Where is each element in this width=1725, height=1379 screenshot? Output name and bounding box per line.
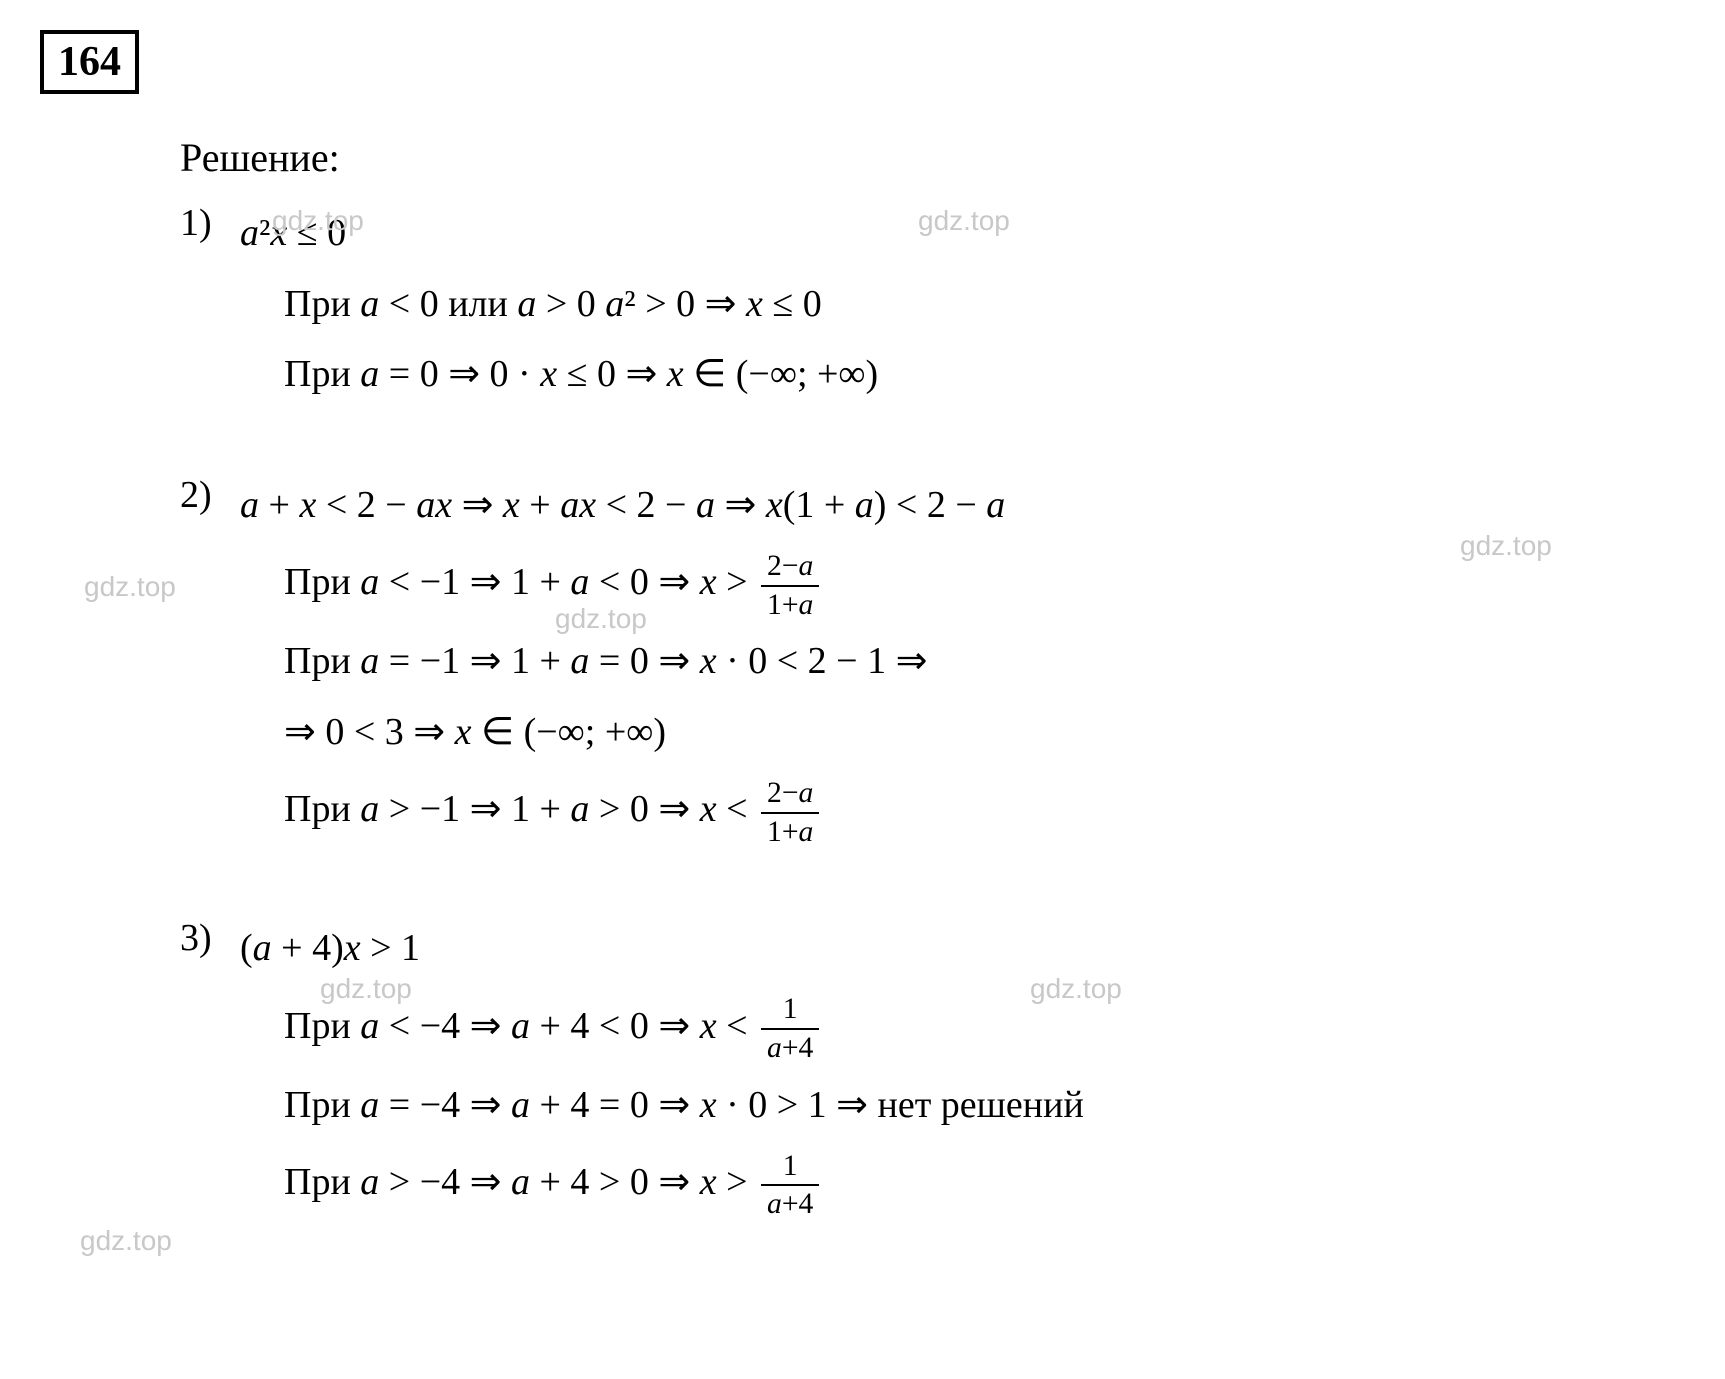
fraction: 2−a1+a [761,550,819,621]
fraction-denominator: 1+a [761,814,819,849]
problem-number-box: 164 [40,30,139,94]
math-line: При a = −1 ⇒ 1 + a = 0 ⇒ x · 0 < 2 − 1 ⇒ [240,629,1685,694]
item-body: (a + 4)x > 1При a < −4 ⇒ a + 4 < 0 ⇒ x <… [240,916,1685,1229]
solution-header: Решение: [180,134,1685,181]
problem-number: 164 [58,39,121,85]
item-number: 3) [180,916,240,960]
watermark-text: gdz.top [80,1225,172,1257]
fraction: 1a+4 [761,1150,819,1221]
math-line: При a < −4 ⇒ a + 4 < 0 ⇒ x < 1a+4 [240,987,1685,1067]
fraction-denominator: a+4 [761,1030,819,1065]
item-number: 1) [180,201,240,245]
fraction-numerator: 1 [761,993,819,1030]
fraction-denominator: a+4 [761,1186,819,1221]
fraction-numerator: 2−a [761,550,819,587]
fraction-denominator: 1+a [761,587,819,622]
fraction: 1a+4 [761,993,819,1064]
math-line: При a < 0 или a > 0 a² > 0 ⇒ x ≤ 0 [240,272,1685,337]
math-line: a + x < 2 − ax ⇒ x + ax < 2 − a ⇒ x(1 + … [240,473,1685,538]
math-line: При a = 0 ⇒ 0 · x ≤ 0 ⇒ x ∈ (−∞; +∞) [240,342,1685,407]
items-container: 1)a²x ≤ 0При a < 0 или a > 0 a² > 0 ⇒ x … [180,201,1685,1229]
math-line: a²x ≤ 0 [240,201,1685,266]
math-line: ⇒ 0 < 3 ⇒ x ∈ (−∞; +∞) [240,700,1685,765]
fraction-numerator: 1 [761,1150,819,1187]
item-body: a + x < 2 − ax ⇒ x + ax < 2 − a ⇒ x(1 + … [240,473,1685,856]
math-line: При a > −4 ⇒ a + 4 > 0 ⇒ x > 1a+4 [240,1143,1685,1223]
item-body: a²x ≤ 0При a < 0 или a > 0 a² > 0 ⇒ x ≤ … [240,201,1685,413]
solution-item: 1)a²x ≤ 0При a < 0 или a > 0 a² > 0 ⇒ x … [180,201,1685,413]
fraction-numerator: 2−a [761,777,819,814]
solution-content: Решение: 1)a²x ≤ 0При a < 0 или a > 0 a²… [40,134,1685,1229]
fraction: 2−a1+a [761,777,819,848]
solution-item: 2)a + x < 2 − ax ⇒ x + ax < 2 − a ⇒ x(1 … [180,473,1685,856]
item-number: 2) [180,473,240,517]
solution-item: 3)(a + 4)x > 1При a < −4 ⇒ a + 4 < 0 ⇒ x… [180,916,1685,1229]
math-line: (a + 4)x > 1 [240,916,1685,981]
math-line: При a = −4 ⇒ a + 4 = 0 ⇒ x · 0 > 1 ⇒ нет… [240,1073,1685,1138]
math-line: При a < −1 ⇒ 1 + a < 0 ⇒ x > 2−a1+a [240,543,1685,623]
math-line: При a > −1 ⇒ 1 + a > 0 ⇒ x < 2−a1+a [240,770,1685,850]
